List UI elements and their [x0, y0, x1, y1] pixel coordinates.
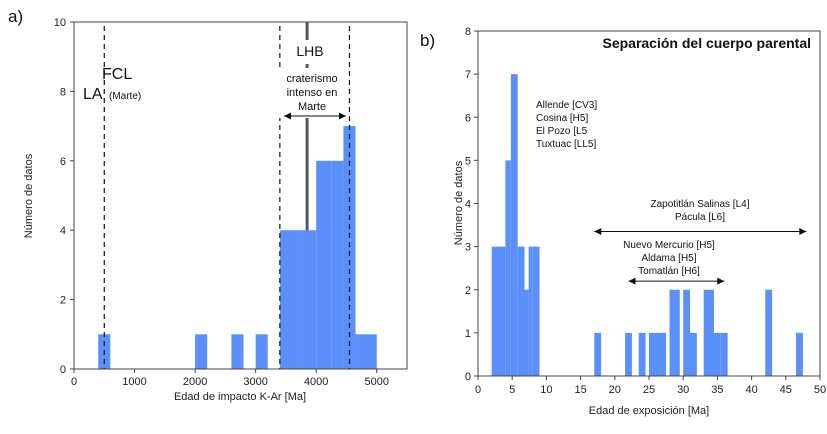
histogram-bar [713, 332, 721, 376]
histogram-bar [505, 160, 511, 376]
panel-a-bars [98, 126, 377, 369]
crater-line-1: craterismo [286, 73, 337, 85]
panel-a: a) 0 1000 2000 3000 4000 5000 0 2 4 6 8 10 FCL LA (… [8, 7, 408, 403]
panel-b-bars [491, 74, 803, 376]
histogram-bar [703, 289, 714, 376]
histogram-bar [690, 332, 697, 376]
histogram-bar [528, 246, 533, 376]
histogram-bar [683, 289, 691, 376]
x-tick-label: 20 [609, 384, 621, 396]
histogram-bar [331, 160, 344, 369]
group3-line-2: Aldama [H5] [641, 253, 696, 264]
y-tick-label: 8 [60, 86, 66, 98]
panel-b-arrows [594, 228, 807, 285]
x-tick-label: 25 [643, 384, 655, 396]
x-tick-label: 2000 [183, 376, 207, 388]
histogram-bar [195, 334, 208, 369]
panel-b-xlabel: Edad de exposición [Ma] [589, 405, 709, 417]
x-tick-label: 1000 [122, 376, 146, 388]
histogram-bar [625, 332, 632, 376]
lhb-label: LHB [296, 43, 323, 59]
panel-b-label: b) [420, 31, 435, 50]
x-tick-label: 4000 [304, 376, 328, 388]
x-tick-label: 15 [574, 384, 586, 396]
y-tick-label: 4 [60, 225, 66, 237]
panel-a-ylabel: Número de datos [23, 153, 35, 238]
panel-a-xlabel: Edad de impacto K-Ar [Ma] [174, 391, 306, 403]
histogram-bar [510, 74, 518, 376]
histogram-bar [524, 289, 529, 376]
y-tick-label: 4 [465, 199, 471, 211]
histogram-bar [279, 230, 302, 369]
y-tick-label: 3 [465, 242, 471, 254]
panel-a-frame [73, 21, 408, 370]
x-tick-label: 0 [475, 384, 481, 396]
y-tick-label: 5 [465, 155, 471, 167]
lhb-label-bg [286, 40, 336, 64]
x-tick-label: 35 [711, 384, 723, 396]
la-sub-label: (Marte) [109, 91, 141, 102]
histogram-bar [355, 334, 377, 369]
x-tick-label: 3000 [243, 376, 267, 388]
x-tick-label: 0 [71, 376, 77, 388]
x-tick-label: 5 [509, 384, 515, 396]
panel-b-ylabel: Número de datos [453, 160, 465, 245]
histogram-bar [517, 246, 525, 376]
group1-line-1: Allende [CV3] [536, 100, 597, 111]
group3-line-3: Tomatlán [H6] [638, 266, 700, 277]
histogram-bar [796, 332, 803, 376]
y-tick-label: 7 [465, 69, 471, 81]
histogram-bar [765, 289, 773, 376]
la-label: LA [83, 86, 103, 103]
group3-line-1: Nuevo Mercurio [H5] [623, 240, 715, 251]
histogram-bar [532, 246, 540, 376]
histogram-bar [231, 334, 244, 369]
histogram-bar [594, 332, 602, 376]
x-tick-label: 45 [780, 384, 792, 396]
panel-b-title: Separación del cuerpo parental [602, 35, 811, 51]
histogram-bar [649, 332, 667, 376]
histogram-bar [343, 126, 356, 369]
histogram-bar [638, 332, 646, 376]
x-tick-label: 30 [677, 384, 689, 396]
histogram-bar [316, 160, 332, 369]
x-tick-label: 40 [745, 384, 757, 396]
histogram-bar [669, 289, 680, 376]
group2-line-2: Pácula [L6] [675, 212, 725, 223]
crater-line-2: intenso en [287, 87, 338, 99]
group2-line-1: Zapotitlán Salinas [L4] [651, 199, 750, 210]
y-tick-label: 10 [54, 17, 66, 29]
histogram-bar [301, 230, 317, 369]
panel-a-ticks: 0 1000 2000 3000 4000 5000 0 2 4 6 8 10 [54, 17, 389, 388]
panel-a-label: a) [8, 7, 23, 26]
y-tick-label: 2 [60, 295, 66, 307]
crater-label-bg [279, 68, 345, 118]
y-tick-label: 6 [465, 112, 471, 124]
group1-line-2: Cosina [H5] [536, 113, 588, 124]
group1-line-4: Tuxtuac [LL5] [536, 139, 596, 150]
histogram-bar [255, 334, 268, 369]
histogram-bar [491, 246, 506, 376]
crater-line-3: Marte [298, 101, 326, 113]
y-tick-label: 0 [60, 364, 66, 376]
x-tick-label: 5000 [364, 376, 388, 388]
histogram-bar [720, 332, 728, 376]
x-tick-label: 10 [540, 384, 552, 396]
y-tick-label: 1 [465, 328, 471, 340]
y-tick-label: 8 [465, 26, 471, 38]
crater-arrow-heads [284, 112, 346, 120]
x-tick-label: 50 [814, 384, 826, 396]
y-tick-label: 6 [60, 156, 66, 168]
group1-line-3: El Pozo [L5 [536, 126, 588, 137]
y-tick-label: 2 [465, 285, 471, 297]
fcl-label: FCL [102, 66, 132, 83]
y-tick-label: 0 [465, 371, 471, 383]
